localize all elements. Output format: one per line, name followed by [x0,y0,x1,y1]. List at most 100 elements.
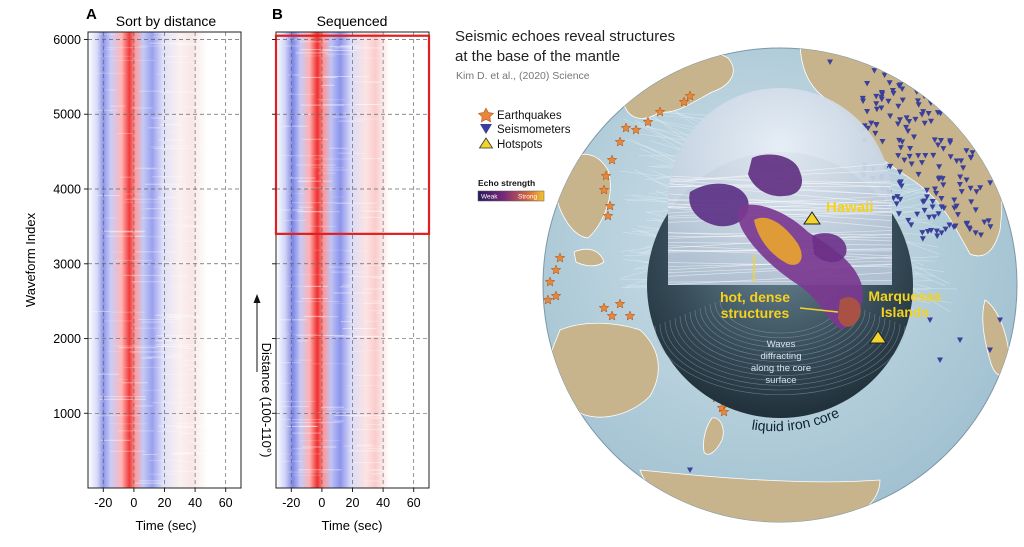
trace-noise-streak [282,460,303,462]
earthquake-marker [543,294,554,305]
trace-noise-streak [286,471,329,473]
trace-noise-streak [165,61,202,63]
trace-noise-streak [141,217,171,219]
trace-noise-streak [123,367,163,369]
seismometer-marker [887,163,894,170]
trace-noise-streak [148,127,161,129]
trace-noise-streak [88,451,104,453]
seismometer-marker [938,196,945,202]
trace-noise-streak [353,81,391,83]
seismometer-marker [944,72,951,79]
seismometer-marker [908,222,915,228]
trace-noise-streak [186,407,233,409]
trace-noise-streak [171,453,212,455]
seismometer-marker [969,108,976,115]
trace-noise-streak [298,211,340,213]
trace-noise-streak [101,230,146,232]
seismometer-marker [968,199,975,205]
trace-noise-streak [123,201,168,203]
trace-noise-streak [329,147,348,149]
trace-noise-streak [328,46,354,48]
trace-noise-streak [375,312,420,314]
seismometer-marker [878,96,885,103]
trace-noise-streak [322,50,356,51]
panel-a: A Sort by distance 1000 2000 3000 4000 5000 6… [23,6,242,533]
seismometer-marker [923,187,930,194]
seismometer-marker [958,80,965,87]
trace-noise-streak [160,157,189,159]
trace-noise-streak [148,473,186,475]
trace-noise-streak [369,417,417,419]
seismometer-marker [873,106,880,113]
trace-noise-streak [317,412,364,414]
trace-noise-streak [146,168,165,170]
y-tick-label: 4000 [53,183,81,197]
trace-noise-streak [165,314,182,315]
seismometer-marker [960,165,967,171]
trace-noise-streak [147,236,184,238]
trace-noise-streak [193,174,241,176]
trace-noise-streak [141,208,156,210]
seismometer-marker [890,90,897,97]
seismometer-marker [921,207,928,214]
earthquake-marker [544,276,556,287]
core-wave-arc [699,307,861,353]
seismometer-marker [871,68,878,74]
trace-noise-streak [371,277,387,279]
trace-noise-streak [286,426,318,427]
seismometer-marker [921,76,928,82]
trace-noise-streak [190,358,223,359]
trace-noise-streak [178,106,215,108]
trace-noise-streak [338,120,364,122]
seismometer-marker [938,204,945,210]
trace-noise-streak [276,401,316,402]
core-wave-arc [674,317,886,377]
seismometer-marker [987,180,994,186]
trace-noise-streak [109,450,146,452]
core-wave-arc [694,309,866,358]
trace-noise-streak [150,146,175,148]
trace-noise-streak [298,469,342,471]
seismometer-marker [963,177,970,184]
trace-noise-streak [365,211,384,212]
x-tick-label: 0 [318,496,325,510]
trace-noise-streak [104,89,117,91]
trace-noise-streak [174,452,190,454]
legend-seismometers: Seismometers [497,124,571,136]
seismometer-marker [827,59,833,65]
trace-noise-streak [379,222,422,224]
seismometer-marker [979,100,986,106]
trace-noise-streak [153,148,186,150]
trace-noise-streak [355,104,378,105]
seismometer-marker [987,224,994,230]
trace-noise-streak [333,303,362,305]
trace-noise-streak [360,216,397,218]
trace-noise-streak [292,422,342,424]
trace-noise-streak [117,415,140,417]
trace-noise-streak [361,158,410,160]
trace-noise-streak [281,406,310,408]
map-legend: Earthquakes Seismometers Hotspots Echo s… [477,107,571,202]
trace-noise-streak [326,408,371,410]
trace-noise-streak [88,33,116,35]
core-wave-arc [679,315,881,372]
seismometer-marker [969,101,976,108]
trace-noise-streak [102,48,116,50]
earthquake-marker [624,310,636,321]
trace-noise-streak [381,400,417,402]
earthquake-marker [606,310,618,321]
label-waves-3: along the core [751,363,811,374]
trace-noise-streak [157,430,183,432]
trace-noise-streak [301,76,337,78]
land-southeast-asia [573,248,605,267]
trace-noise-streak [299,440,341,442]
seismometer-marker [895,153,902,159]
seismometer-marker [921,73,928,80]
panel-b-highlight-box [274,34,431,235]
trace-noise-streak [103,320,132,322]
trace-noise-streak [363,82,380,84]
trace-noise-streak [276,362,300,364]
trace-noise-streak [356,57,382,59]
seismometer-marker [912,116,919,123]
seismometer-marker [893,201,900,207]
